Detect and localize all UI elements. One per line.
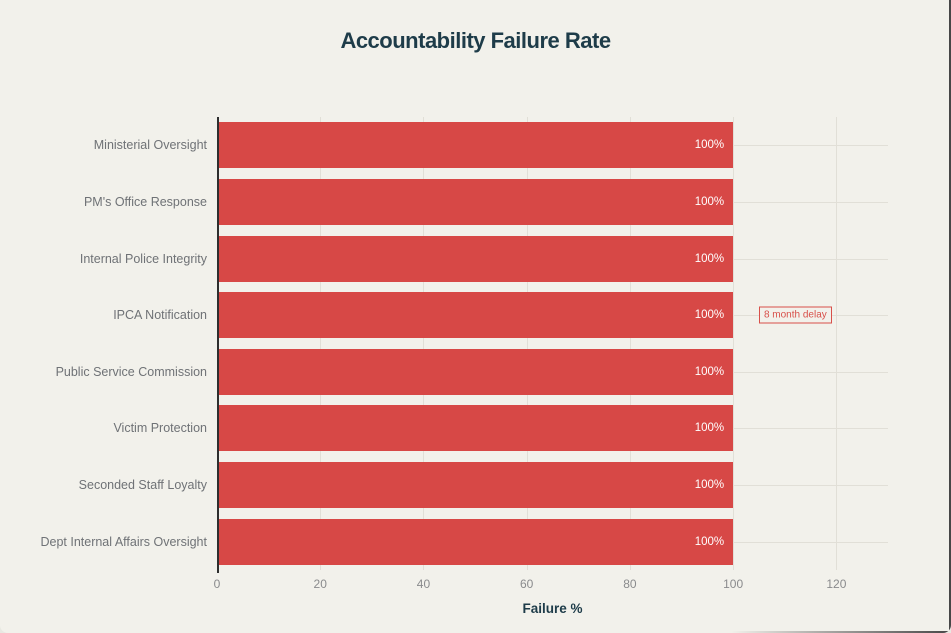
bar-value-label: 100% xyxy=(694,365,725,378)
chart-row: PM's Office Response 100% xyxy=(84,174,888,231)
bar-value-label: 100% xyxy=(694,309,725,322)
bar: 100% xyxy=(217,518,734,565)
vertical-gridline xyxy=(423,117,425,570)
chart-row: Internal Police Integrity 100% xyxy=(80,230,888,287)
x-axis-tick-label: 120 xyxy=(826,577,847,591)
bar: 100% xyxy=(217,235,734,282)
bar-value-label: 100% xyxy=(694,422,725,435)
bar: 100% xyxy=(217,348,734,395)
category-label: IPCA Notification xyxy=(113,308,207,323)
x-axis-tick-label: 40 xyxy=(416,577,431,591)
vertical-gridline xyxy=(733,117,735,570)
bar: 100% xyxy=(217,122,734,169)
window-edge xyxy=(949,0,951,633)
annotation-8-month-delay: 8 month delay xyxy=(758,306,832,324)
x-axis-tick-label: 80 xyxy=(623,577,637,591)
category-label: Dept Internal Affairs Oversight xyxy=(40,534,207,549)
category-label: PM's Office Response xyxy=(83,194,207,209)
bars-container: Ministerial Oversight 100% PM's Office Res… xyxy=(40,117,888,570)
x-axis-tick-label: 100 xyxy=(723,577,744,591)
category-label: Seconded Staff Loyalty xyxy=(78,478,207,493)
bar: 100% xyxy=(217,178,734,225)
category-label: Public Service Commission xyxy=(55,364,207,379)
x-axis-tick-label: 0 xyxy=(213,577,221,591)
vertical-gridline xyxy=(836,117,838,570)
x-axis-title: Failure % xyxy=(522,601,583,616)
y-axis-line xyxy=(217,117,219,573)
chart-title: Accountability Failure Rate xyxy=(340,28,611,53)
bar: 100% xyxy=(217,405,734,452)
bar: 100% xyxy=(217,292,734,339)
category-label: Victim Protection xyxy=(113,421,207,436)
chart-row: Ministerial Oversight 100% xyxy=(94,117,888,174)
vertical-gridline xyxy=(629,117,631,570)
bar-value-label: 100% xyxy=(694,139,725,152)
bar-value-label: 100% xyxy=(694,195,725,208)
x-axis-tick-label: 60 xyxy=(520,577,534,591)
vertical-gridline xyxy=(526,117,528,570)
chart-row: Public Service Commission 100% xyxy=(56,344,888,401)
chart-row: Seconded Staff Loyalty 100% xyxy=(79,457,888,514)
chart-row: IPCA Notification 100% xyxy=(113,287,888,344)
x-axis-tick-label: 20 xyxy=(313,577,327,591)
bar-value-label: 100% xyxy=(694,252,725,265)
plot-area: Ministerial Oversight 100% PM's Office Res… xyxy=(40,117,888,591)
vertical-gridline xyxy=(320,117,322,570)
category-label: Internal Police Integrity xyxy=(79,251,207,266)
category-label: Ministerial Oversight xyxy=(93,138,207,153)
bar: 100% xyxy=(217,462,734,509)
bar-value-label: 100% xyxy=(694,535,725,548)
bar-value-label: 100% xyxy=(694,479,725,492)
chart-row: Dept Internal Affairs Oversight 100% xyxy=(40,513,888,570)
window-edge-bottom xyxy=(731,631,951,633)
chart-row: Victim Protection 100% xyxy=(113,400,888,457)
